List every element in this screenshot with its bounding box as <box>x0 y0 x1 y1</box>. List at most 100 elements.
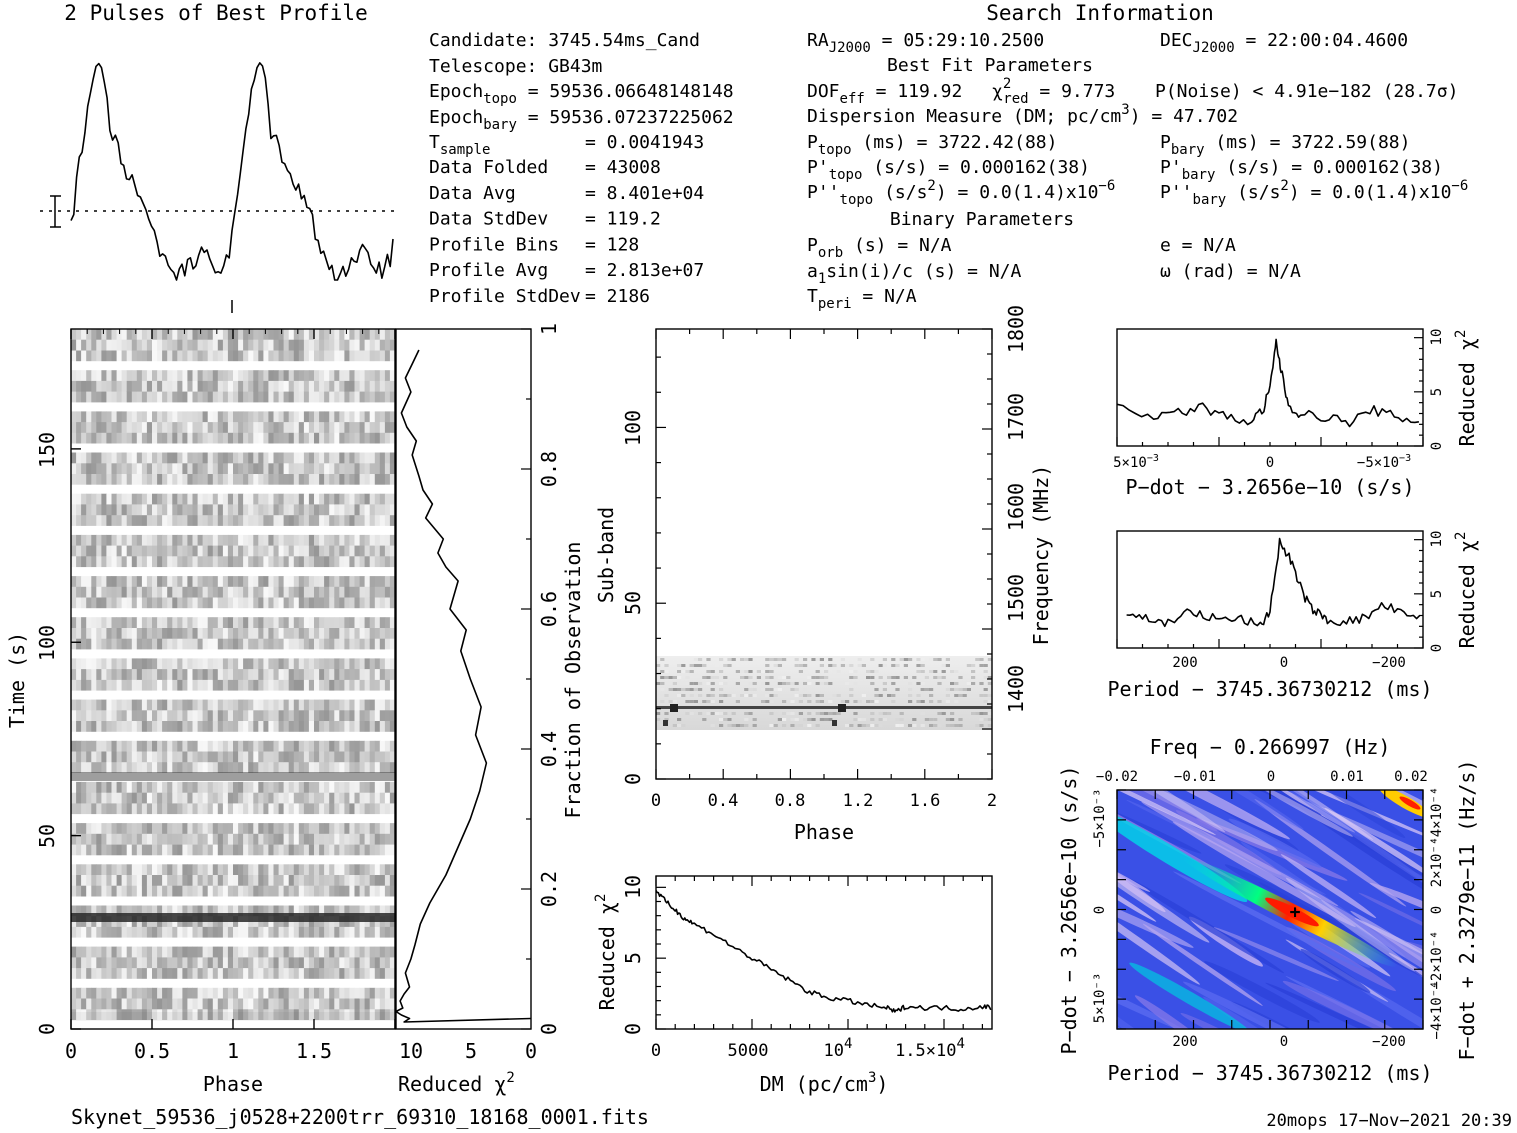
time-phase-cell <box>288 350 295 362</box>
time-phase-cell <box>314 864 320 876</box>
time-phase-cell <box>227 474 234 486</box>
time-phase-cell <box>111 370 117 382</box>
subband-cell <box>870 670 875 673</box>
time-phase-cell <box>187 823 193 835</box>
time-phase-cell <box>238 556 244 568</box>
time-phase-cell <box>152 432 158 444</box>
subband-cell <box>958 724 963 727</box>
time-phase-cell <box>207 669 214 681</box>
time-phase-cell <box>238 339 244 351</box>
time-phase-cell <box>197 534 204 546</box>
subband-cell <box>983 694 988 697</box>
time-phase-cell <box>162 370 168 382</box>
time-phase-cell <box>71 474 77 486</box>
time-phase-cell <box>71 350 77 362</box>
time-phase-cell <box>121 792 128 804</box>
time-phase-cell <box>111 803 117 815</box>
time-phase-cell <box>182 968 188 980</box>
time-phase-cell <box>384 699 391 711</box>
time-phase-cell <box>76 586 82 598</box>
time-phase-cell <box>324 968 330 980</box>
time-phase-cell <box>136 638 143 650</box>
time-phase-cell <box>167 679 173 691</box>
time-phase-cell <box>288 803 295 815</box>
time-phase-gap <box>71 814 395 824</box>
time-phase-cell <box>131 545 138 557</box>
time-phase-cell <box>283 515 290 527</box>
time-phase-cell <box>233 534 239 546</box>
time-phase-cell <box>81 380 87 392</box>
time-phase-cell <box>374 515 381 527</box>
time-phase-cell <box>384 781 391 793</box>
ppdot-stripe <box>1256 790 1353 837</box>
pdot-ylabel: Reduced χ2 <box>1453 330 1479 447</box>
time-phase-cell <box>389 946 395 958</box>
time-phase-cell <box>248 751 254 763</box>
time-phase-cell <box>384 864 391 876</box>
time-phase-cell <box>359 740 366 752</box>
time-phase-cell <box>364 329 371 341</box>
time-phase-cell <box>273 452 279 464</box>
time-phase-cell <box>293 885 300 897</box>
time-phase-cell <box>303 968 310 980</box>
time-phase-cell <box>111 957 117 969</box>
time-phase-cell <box>243 586 249 598</box>
time-phase-cell <box>157 576 163 588</box>
time-phase-cell <box>76 833 82 845</box>
subband-cell <box>887 676 892 679</box>
time-phase-cell <box>359 411 366 423</box>
time-phase-cell <box>283 823 290 835</box>
time-phase-cell <box>202 792 209 804</box>
time-phase-cell <box>227 628 234 640</box>
time-phase-cell <box>278 576 285 588</box>
time-phase-cell <box>121 926 128 938</box>
time-phase-cell <box>334 658 340 670</box>
time-phase-cell <box>222 740 229 752</box>
time-phase-cell <box>379 422 386 434</box>
time-phase-cell <box>182 493 188 505</box>
time-phase-cell <box>172 864 178 876</box>
time-phase-cell <box>116 968 123 980</box>
time-phase-cell <box>268 957 274 969</box>
time-phase-cell <box>207 339 214 351</box>
time-phase-cell <box>121 1009 128 1021</box>
time-phase-cell <box>293 1009 300 1021</box>
time-phase-cell <box>288 474 295 486</box>
dec-text: DECJ2000 = 22:00:04.4600 <box>1160 30 1408 56</box>
time-phase-cell <box>238 926 244 938</box>
time-phase-cell <box>319 422 325 434</box>
time-phase-cell <box>238 350 244 362</box>
subband-cell <box>803 664 808 667</box>
time-phase-cell <box>389 792 395 804</box>
time-phase-cell <box>106 463 112 475</box>
time-phase-cell <box>121 329 128 341</box>
time-phase-cell <box>162 628 168 640</box>
ppdot-cyan-lower <box>1129 962 1251 1029</box>
time-phase-cell <box>314 926 320 938</box>
time-phase-cell <box>283 710 290 722</box>
time-phase-cell <box>293 493 300 505</box>
time-phase-cell <box>141 905 148 917</box>
time-phase-cell <box>152 515 158 527</box>
profile-trace <box>70 62 394 281</box>
time-phase-cell <box>334 534 340 546</box>
time-phase-cell <box>263 1009 269 1021</box>
time-phase-cell <box>288 463 295 475</box>
time-phase-cell <box>298 968 305 980</box>
sb-phase-tick-1.2: 1.2 <box>843 791 874 811</box>
time-phase-cell <box>86 803 92 815</box>
a1sini-text: a1sin(i)/c (s) = N/A <box>807 261 1022 287</box>
time-phase-cell <box>339 740 345 752</box>
time-phase-cell <box>359 946 366 958</box>
time-phase-cell <box>162 432 168 444</box>
time-phase-cell <box>238 803 244 815</box>
time-phase-cell <box>202 329 209 341</box>
subband-cell <box>987 724 992 727</box>
time-phase-cell <box>349 597 355 609</box>
subband-cell <box>895 688 900 691</box>
time-phase-cell <box>379 576 386 588</box>
time-phase-cell <box>167 432 173 444</box>
time-phase-cell <box>141 504 148 516</box>
time-phase-cell <box>101 946 107 958</box>
subband-cell <box>798 694 803 697</box>
